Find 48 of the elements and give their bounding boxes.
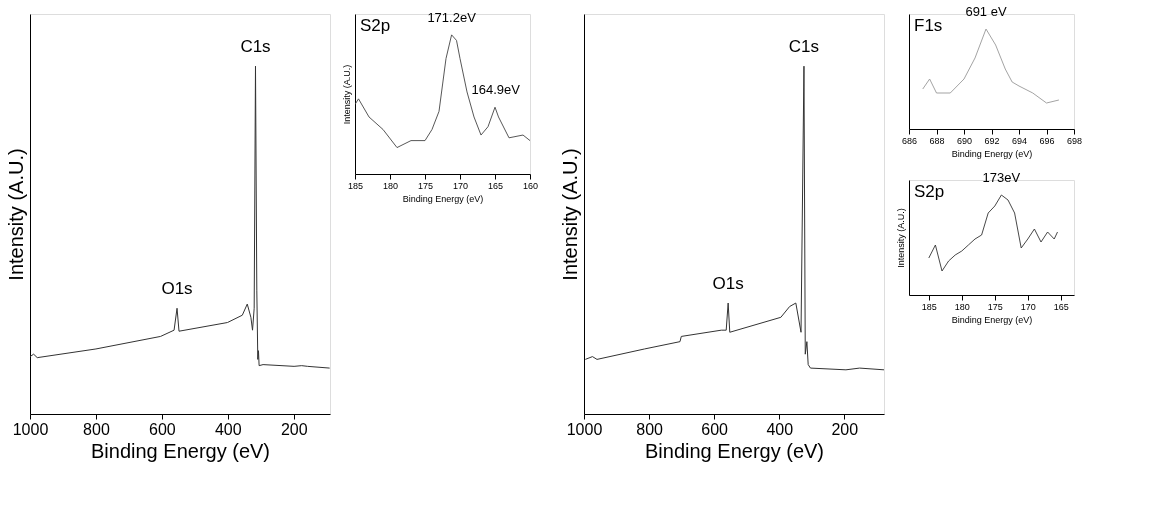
- x-tick-label: 686: [901, 135, 918, 146]
- x-tick-label: 180: [954, 301, 970, 312]
- x-tick-label: 1000: [566, 420, 603, 438]
- x-axis-title: Binding Energy (eV): [645, 439, 824, 462]
- x-tick-label: 170: [452, 180, 469, 191]
- y-axis-title: Intensity (A.U.): [558, 148, 581, 281]
- x-axis-title: Binding Energy (eV): [951, 148, 1033, 159]
- x-tick-label: 185: [347, 180, 364, 191]
- annotation: O1s: [161, 279, 193, 299]
- x-axis-title: Binding Energy (eV): [91, 439, 270, 462]
- x-tick-label: 692: [984, 135, 1000, 146]
- x-axis-title: Binding Energy (eV): [402, 193, 484, 204]
- x-tick-label: 800: [83, 420, 110, 438]
- annotation: 171.2eV: [427, 9, 477, 25]
- x-tick-label: 170: [1020, 301, 1036, 312]
- x-tick-label: 400: [214, 420, 242, 438]
- x-tick-label: 165: [1053, 301, 1069, 312]
- annotation: O1s: [712, 274, 744, 294]
- x-tick-label: 690: [956, 135, 973, 146]
- x-tick-label: 165: [487, 180, 504, 191]
- annotation: C1s: [788, 37, 820, 57]
- annotation: 691 eV: [965, 4, 1007, 19]
- x-tick-label: 175: [987, 301, 1003, 312]
- x-tick-label: 1000: [12, 420, 49, 438]
- x-tick-label: 688: [929, 135, 945, 146]
- x-tick-label: 600: [149, 420, 176, 438]
- y-axis-title: Intensity (A.U.): [895, 208, 906, 268]
- x-tick-label: 800: [636, 420, 664, 438]
- annotation: 173eV: [982, 170, 1021, 185]
- y-axis-title: Intensity (A.U.): [4, 148, 27, 281]
- x-tick-label: 600: [701, 420, 729, 438]
- annotation: F1s: [914, 16, 943, 35]
- x-tick-label: 400: [766, 420, 794, 438]
- x-tick-label: 180: [382, 180, 399, 191]
- x-tick-label: 200: [280, 420, 308, 438]
- x-axis-title: Binding Energy (eV): [951, 314, 1033, 325]
- annotation: S2p: [360, 16, 391, 35]
- x-tick-label: 200: [831, 420, 859, 438]
- annotation: C1s: [240, 37, 271, 57]
- annotation: S2p: [914, 182, 945, 201]
- x-tick-label: 175: [417, 180, 434, 191]
- annotation: 164.9eV: [471, 82, 521, 98]
- x-tick-label: 698: [1066, 135, 1083, 146]
- y-axis-title: Intensity (A.U.): [341, 64, 352, 125]
- x-tick-label: 160: [522, 180, 539, 191]
- x-tick-label: 694: [1011, 135, 1028, 146]
- x-tick-label: 696: [1039, 135, 1055, 146]
- x-tick-label: 185: [921, 301, 937, 312]
